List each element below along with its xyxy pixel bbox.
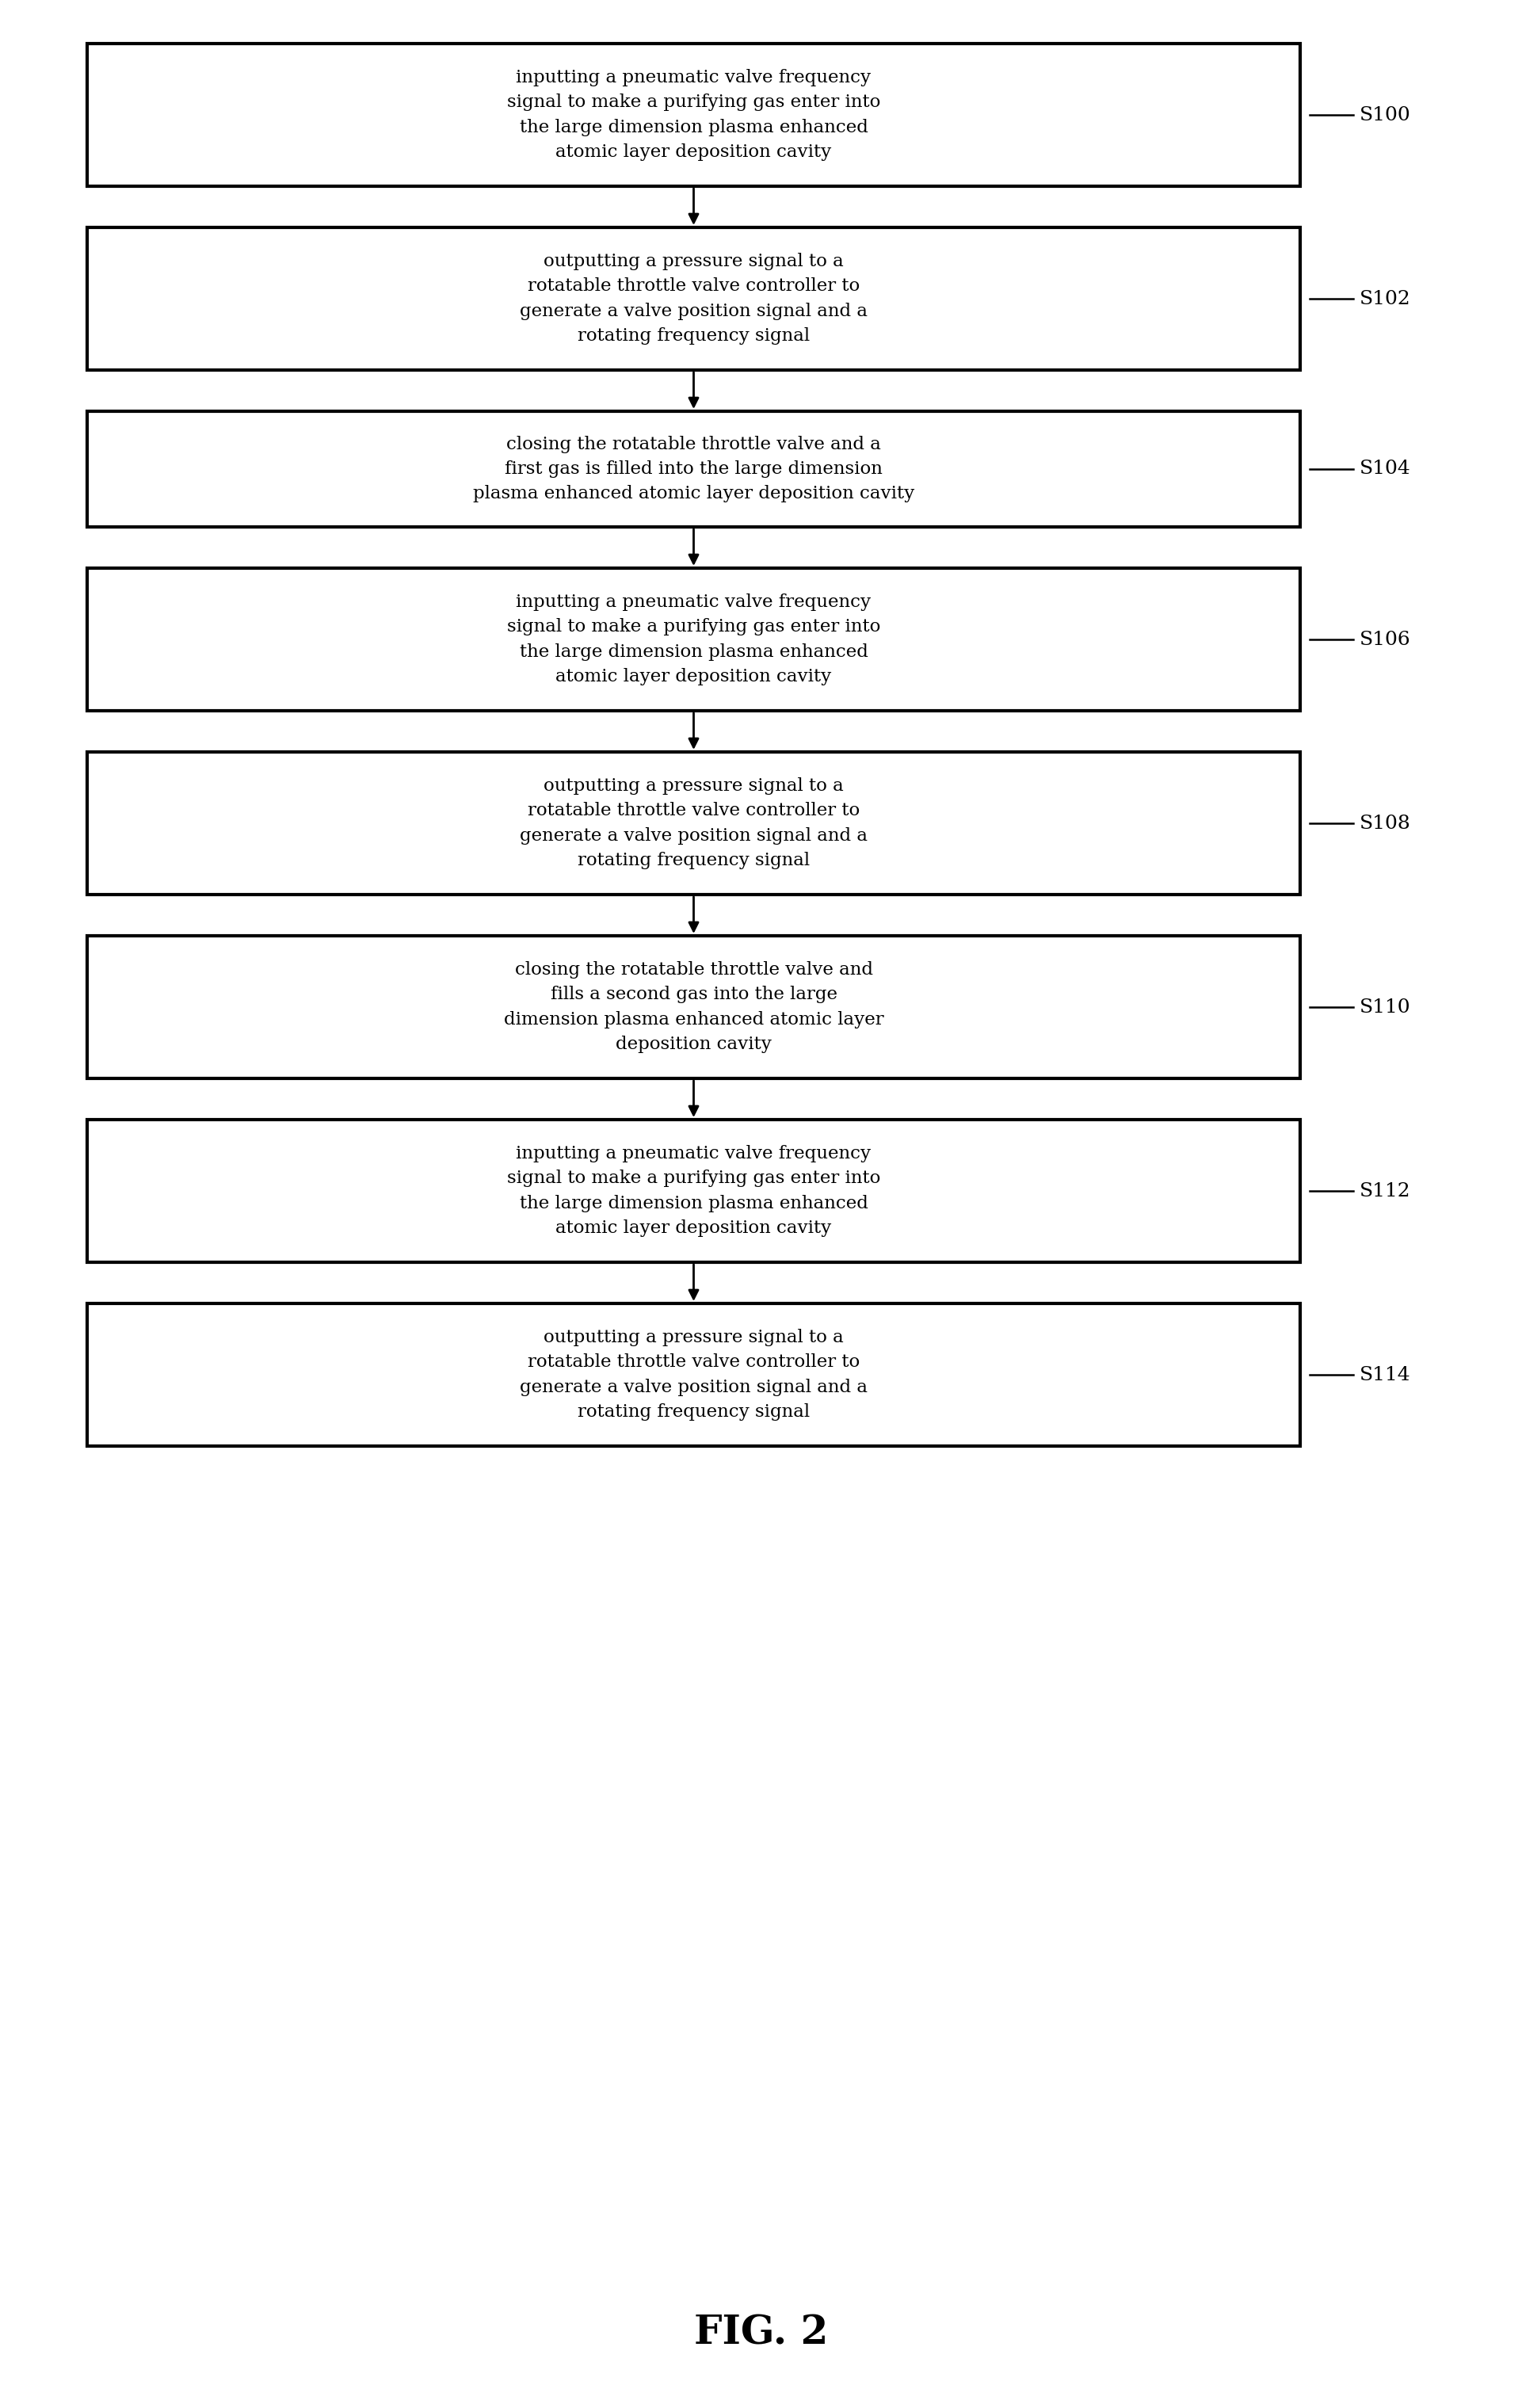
Text: S106: S106 <box>1359 631 1411 648</box>
FancyBboxPatch shape <box>87 412 1300 527</box>
Text: S108: S108 <box>1359 814 1411 833</box>
FancyBboxPatch shape <box>87 568 1300 710</box>
Text: outputting a pressure signal to a
rotatable throttle valve controller to
generat: outputting a pressure signal to a rotata… <box>519 778 868 869</box>
FancyBboxPatch shape <box>87 1120 1300 1262</box>
Text: outputting a pressure signal to a
rotatable throttle valve controller to
generat: outputting a pressure signal to a rotata… <box>519 1329 868 1421</box>
Text: S114: S114 <box>1359 1365 1411 1385</box>
Text: S104: S104 <box>1359 460 1411 479</box>
FancyBboxPatch shape <box>87 751 1300 896</box>
Text: FIG. 2: FIG. 2 <box>694 2314 828 2353</box>
Text: S110: S110 <box>1359 997 1411 1016</box>
Text: S100: S100 <box>1359 106 1411 123</box>
FancyBboxPatch shape <box>87 226 1300 371</box>
FancyBboxPatch shape <box>87 43 1300 185</box>
Text: S112: S112 <box>1359 1182 1411 1199</box>
FancyBboxPatch shape <box>87 1303 1300 1447</box>
FancyBboxPatch shape <box>87 937 1300 1079</box>
Text: closing the rotatable throttle valve and a
first gas is filled into the large di: closing the rotatable throttle valve and… <box>473 436 915 503</box>
Text: S102: S102 <box>1359 289 1411 308</box>
Text: inputting a pneumatic valve frequency
signal to make a purifying gas enter into
: inputting a pneumatic valve frequency si… <box>507 592 880 686</box>
Text: inputting a pneumatic valve frequency
signal to make a purifying gas enter into
: inputting a pneumatic valve frequency si… <box>507 1144 880 1238</box>
Text: inputting a pneumatic valve frequency
signal to make a purifying gas enter into
: inputting a pneumatic valve frequency si… <box>507 70 880 161</box>
Text: outputting a pressure signal to a
rotatable throttle valve controller to
generat: outputting a pressure signal to a rotata… <box>519 253 868 344</box>
Text: closing the rotatable throttle valve and
fills a second gas into the large
dimen: closing the rotatable throttle valve and… <box>504 961 884 1052</box>
